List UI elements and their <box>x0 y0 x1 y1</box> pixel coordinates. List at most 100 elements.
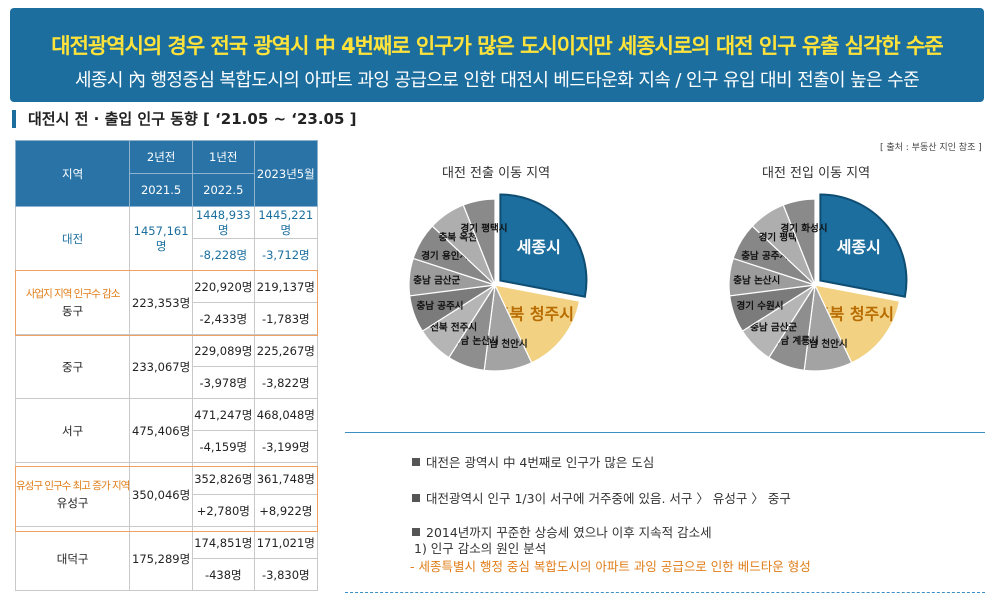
header-region: 지역 <box>14 140 131 207</box>
value-2023: 219,137명 <box>253 270 319 303</box>
region-cell: 중구 <box>14 334 131 399</box>
pie-slice-label: 충남 금산군 <box>413 275 460 287</box>
region-cell: 유성구 인구수 최고 증가 지역 유성구 <box>14 462 130 527</box>
pie-slice-label: 충남 천안시 <box>801 338 848 350</box>
table-row: 대전 1457,161명 1448,933명 1445,221명 <box>14 206 319 271</box>
bullet-item: 2014년까지 꾸준한 상승세 였으나 이후 지속적 감소세 <box>412 522 712 541</box>
value-2023: 468,048명 <box>253 398 319 431</box>
pie-slice-label: 전북 전주시 <box>430 321 477 333</box>
population-table: 지역 2년전 1년전 2023년5월 2021.5 2022.5 대전 1457… <box>14 140 319 591</box>
header-one-year-date: 2022.5 <box>191 173 255 207</box>
pie-title-outflow: 대전 전출 이동 지역 <box>442 166 551 181</box>
value-2023: 1445,221명 <box>253 206 319 239</box>
pie-slice-label: 충북 청주시 <box>495 305 574 324</box>
value-2022: 174,851명 <box>191 526 255 559</box>
divider-bottom <box>345 592 985 593</box>
value-2021: 175,289명 <box>129 526 193 591</box>
diff-2022: -4,159명 <box>191 430 255 463</box>
value-2022: 229,089명 <box>191 334 255 367</box>
pie-slice-label: 충남 천안시 <box>481 338 528 350</box>
banner-subtitle: 세종시 內 행정중심 복합도시의 아파트 과잉 공급으로 인한 대전시 베드타운… <box>74 70 920 91</box>
bullet-item: 대전은 광역시 中 4번째로 인구가 많은 도심 <box>412 452 654 471</box>
header-two-years-date: 2021.5 <box>129 173 193 207</box>
pie-slice-label: 경기 평택시 <box>460 223 507 235</box>
section-title: 대전시 전 · 출입 인구 동향 [ ‘21.05 ~ ‘23.05 ] <box>12 110 357 128</box>
value-2023: 361,748명 <box>253 462 319 495</box>
value-2021: 475,406명 <box>129 398 193 463</box>
pie-slice-label: 충남 계룡시 <box>772 335 819 347</box>
pie-slice-label: 충남 논산시 <box>733 275 780 287</box>
value-2021: 350,046명 <box>129 462 193 527</box>
banner-title: 대전광역시의 경우 전국 광역시 中 4번째로 인구가 많은 도시이지만 세종시… <box>51 34 943 58</box>
diff-2022: -3,978명 <box>191 366 255 399</box>
value-2023: 225,267명 <box>253 334 319 367</box>
diff-2022: -2,433명 <box>191 302 255 335</box>
table-row-diff: -438명 -3,830명 <box>16 558 319 591</box>
pie-slice-label: 세종시 <box>837 238 881 257</box>
value-2023: 171,021명 <box>253 526 319 559</box>
diff-2023: -3,830명 <box>253 558 319 591</box>
table-row-diff: +2,780명 +8,922명 <box>16 494 319 527</box>
region-cell: 대덕구 <box>14 526 131 591</box>
pie-slice <box>499 193 588 298</box>
divider-top <box>345 432 985 433</box>
header-current: 2023년5월 <box>253 140 319 207</box>
pie-slice <box>819 193 908 298</box>
table-row: 서구 475,406명 471,247명 468,048명 <box>14 398 319 463</box>
diff-2023: -1,783명 <box>253 302 319 335</box>
header-two-years: 2년전 <box>129 140 193 174</box>
value-2021: 223,353명 <box>129 270 193 335</box>
pie-slice-label: 충북 청주시 <box>815 305 894 324</box>
diff-2023: -3,712명 <box>253 238 319 271</box>
pie-slice-label: 경기 수원시 <box>736 300 783 312</box>
square-bullet-icon <box>412 494 420 502</box>
region-cell: 사업지 지역 인구수 감소 동구 <box>14 270 131 335</box>
pie-slice <box>462 198 496 286</box>
diff-2023: -3,199명 <box>253 430 319 463</box>
value-2021: 233,067명 <box>129 334 193 399</box>
table-row-diff: -2,433명 -1,783명 <box>16 302 319 335</box>
table-row: 유성구 인구수 최고 증가 지역 유성구 350,046명 352,826명 36… <box>14 462 319 527</box>
value-2021: 1457,161명 <box>129 206 193 271</box>
pie-slice-label: 충남 공주시 <box>741 250 788 262</box>
region-cell: 대전 <box>14 206 131 271</box>
value-2022: 220,920명 <box>191 270 255 303</box>
square-bullet-icon <box>412 528 420 536</box>
table-row-diff: -3,978명 -3,822명 <box>16 366 319 399</box>
diff-2022: -8,228명 <box>191 238 255 271</box>
header-banner: 대전광역시의 경우 전국 광역시 中 4번째로 인구가 많은 도시이지만 세종시… <box>10 8 984 102</box>
diff-2023: -3,822명 <box>253 366 319 399</box>
pie-slice-label: 경기 화성시 <box>780 223 827 235</box>
value-2022: 471,247명 <box>191 398 255 431</box>
square-bullet-icon <box>412 458 420 466</box>
diff-2022: +2,780명 <box>191 494 255 527</box>
header-one-year: 1년전 <box>191 140 255 174</box>
region-note: 유성구 인구수 최고 증가 지역 <box>16 480 130 492</box>
pie-slice <box>782 198 816 286</box>
pie-slice <box>813 284 901 364</box>
value-2022: 352,826명 <box>191 462 255 495</box>
bullet-sub-item: 1) 인구 감소의 원인 분석 <box>414 541 547 556</box>
diff-2022: -438명 <box>191 558 255 591</box>
bullet-sub-item-highlight: - 세종특별시 행정 중심 복합도시의 아파트 과잉 공급으로 인한 베드타운 … <box>410 559 811 574</box>
pie-slice <box>493 284 581 364</box>
pie-slice-label: 충북 옥천군 <box>439 232 486 244</box>
region-note: 사업지 지역 인구수 감소 <box>25 288 121 300</box>
pie-title-inflow: 대전 전입 이동 지역 <box>762 166 871 181</box>
table-row-diff: -8,228명 -3,712명 <box>16 238 319 271</box>
pie-slice-label: 경기 용인시 <box>421 250 468 262</box>
pie-slice-label: 충남 금산군 <box>750 321 797 333</box>
table-row: 대덕구 175,289명 174,851명 171,021명 <box>14 526 319 591</box>
bullet-item: 대전광역시 인구 1/3이 서구에 거주중에 있음. 서구 〉 유성구 〉 중구 <box>412 488 791 507</box>
diff-2023: +8,922명 <box>253 494 319 527</box>
source-note: [ 출처 : 부동산 지인 참조 ] <box>880 143 982 153</box>
table-row-diff: -4,159명 -3,199명 <box>16 430 319 463</box>
pie-slice-label: 충남 논산시 <box>452 335 499 347</box>
table-row: 중구 233,067명 229,089명 225,267명 <box>14 334 319 399</box>
pie-slice-label: 충남 공주시 <box>416 300 463 312</box>
region-cell: 서구 <box>14 398 131 463</box>
table-row: 사업지 지역 인구수 감소 동구 223,353명 220,920명 219,13… <box>14 270 319 335</box>
pie-slice-label: 세종시 <box>517 238 561 257</box>
pie-slice-label: 경기 평택시 <box>759 232 806 244</box>
